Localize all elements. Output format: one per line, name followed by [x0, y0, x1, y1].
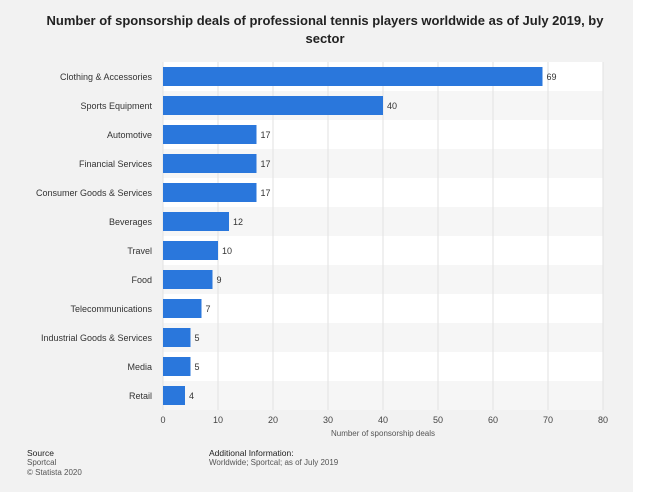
- bar: [163, 96, 383, 115]
- value-label: 10: [222, 246, 232, 256]
- x-axis-title: Number of sponsorship deals: [331, 429, 435, 438]
- value-label: 5: [195, 333, 200, 343]
- category-label: Financial Services: [79, 159, 153, 169]
- category-label: Clothing & Accessories: [60, 72, 153, 82]
- category-label: Consumer Goods & Services: [36, 188, 153, 198]
- value-label: 17: [261, 159, 271, 169]
- category-label: Travel: [127, 246, 152, 256]
- category-label: Retail: [129, 391, 152, 401]
- bar: [163, 386, 185, 405]
- bar: [163, 125, 257, 144]
- x-tick-label: 80: [598, 415, 608, 425]
- bar: [163, 357, 191, 376]
- value-label: 69: [547, 72, 557, 82]
- source-block: Source Sportcal © Statista 2020: [27, 448, 82, 478]
- bar: [163, 212, 229, 231]
- value-label: 7: [206, 304, 211, 314]
- chart-title: Number of sponsorship deals of professio…: [46, 13, 604, 46]
- bar: [163, 154, 257, 173]
- category-label: Media: [127, 362, 152, 372]
- x-tick-label: 10: [213, 415, 223, 425]
- bar: [163, 67, 543, 86]
- bar: [163, 328, 191, 347]
- bar: [163, 299, 202, 318]
- value-label: 40: [387, 101, 397, 111]
- x-tick-label: 50: [433, 415, 443, 425]
- category-label: Automotive: [107, 130, 152, 140]
- category-label: Sports Equipment: [80, 101, 152, 111]
- value-label: 4: [189, 391, 194, 401]
- source-heading: Source: [27, 448, 54, 458]
- value-label: 17: [261, 130, 271, 140]
- additional-info-heading: Additional Information:: [209, 448, 294, 458]
- bar: [163, 183, 257, 202]
- category-label: Telecommunications: [70, 304, 152, 314]
- source-name: Sportcal: [27, 458, 57, 467]
- x-tick-label: 0: [160, 415, 165, 425]
- value-label: 5: [195, 362, 200, 372]
- category-label: Beverages: [109, 217, 153, 227]
- bar: [163, 241, 218, 260]
- value-label: 17: [261, 188, 271, 198]
- x-tick-label: 20: [268, 415, 278, 425]
- value-label: 12: [233, 217, 243, 227]
- x-tick-label: 60: [488, 415, 498, 425]
- additional-info-block: Additional Information: Worldwide; Sport…: [209, 448, 338, 468]
- value-label: 9: [217, 275, 222, 285]
- bar: [163, 270, 213, 289]
- bar-chart: Clothing & Accessories 69 Sports Equipment…: [36, 62, 608, 438]
- additional-info-text: Worldwide; Sportcal; as of July 2019: [209, 458, 339, 467]
- copyright: © Statista 2020: [27, 468, 82, 477]
- chart-frame: Number of sponsorship deals of professio…: [0, 0, 633, 492]
- category-label: Industrial Goods & Services: [41, 333, 153, 343]
- x-tick-label: 30: [323, 415, 333, 425]
- x-tick-label: 40: [378, 415, 388, 425]
- x-tick-label: 70: [543, 415, 553, 425]
- category-label: Food: [131, 275, 152, 285]
